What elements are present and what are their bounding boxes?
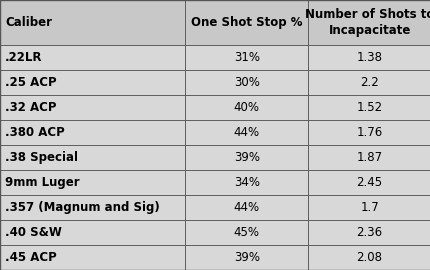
Text: 1.87: 1.87 [356, 151, 382, 164]
Text: 34%: 34% [233, 176, 259, 189]
Bar [0, 195, 185, 220]
Text: 1.38: 1.38 [356, 50, 382, 63]
Bar [185, 45, 307, 70]
Text: 45%: 45% [233, 226, 259, 239]
Bar [185, 70, 307, 95]
Bar [185, 195, 307, 220]
Text: 39%: 39% [233, 151, 259, 164]
Text: .32 ACP: .32 ACP [5, 101, 56, 114]
Bar [185, 95, 307, 120]
Text: 44%: 44% [233, 126, 259, 139]
Text: 9mm Luger: 9mm Luger [5, 176, 80, 189]
Text: 31%: 31% [233, 50, 259, 63]
Text: 2.36: 2.36 [356, 226, 382, 239]
Bar [307, 170, 430, 195]
Bar [0, 245, 185, 270]
Text: 1.76: 1.76 [356, 126, 382, 139]
Text: 1.7: 1.7 [359, 201, 378, 214]
Bar [0, 145, 185, 170]
Bar [0, 70, 185, 95]
Text: .357 (Magnum and Sig): .357 (Magnum and Sig) [5, 201, 160, 214]
Text: .22LR: .22LR [5, 50, 43, 63]
Bar [0, 95, 185, 120]
Text: .25 ACP: .25 ACP [5, 76, 57, 89]
Bar [185, 220, 307, 245]
Text: 30%: 30% [233, 76, 259, 89]
Text: 2.08: 2.08 [356, 251, 382, 264]
Bar [307, 45, 430, 70]
Bar [307, 245, 430, 270]
Bar [307, 220, 430, 245]
Bar [307, 120, 430, 145]
Bar [307, 95, 430, 120]
Bar [0, 45, 185, 70]
Text: One Shot Stop %: One Shot Stop % [190, 16, 302, 29]
Text: 39%: 39% [233, 251, 259, 264]
Text: 2.2: 2.2 [359, 76, 378, 89]
Text: .38 Special: .38 Special [5, 151, 78, 164]
Text: 1.52: 1.52 [356, 101, 382, 114]
Text: Number of Shots to
Incapacitate: Number of Shots to Incapacitate [304, 8, 430, 37]
Bar [185, 145, 307, 170]
Text: Caliber: Caliber [5, 16, 52, 29]
Bar [185, 0, 307, 45]
Bar [185, 245, 307, 270]
Bar [307, 0, 430, 45]
Text: .380 ACP: .380 ACP [5, 126, 65, 139]
Text: 40%: 40% [233, 101, 259, 114]
Bar [185, 120, 307, 145]
Bar [307, 70, 430, 95]
Text: .40 S&W: .40 S&W [5, 226, 62, 239]
Text: 44%: 44% [233, 201, 259, 214]
Text: .45 ACP: .45 ACP [5, 251, 57, 264]
Bar [185, 170, 307, 195]
Bar [307, 195, 430, 220]
Text: 2.45: 2.45 [356, 176, 382, 189]
Bar [0, 220, 185, 245]
Bar [0, 120, 185, 145]
Bar [307, 145, 430, 170]
Bar [0, 0, 185, 45]
Bar [0, 170, 185, 195]
